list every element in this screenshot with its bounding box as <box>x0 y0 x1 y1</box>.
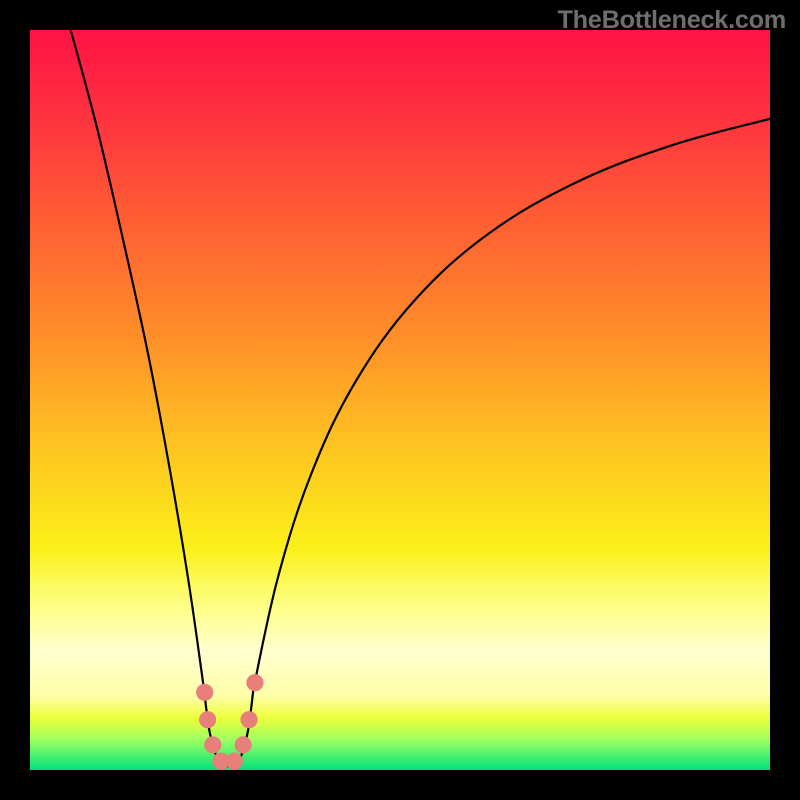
marker-point <box>226 753 242 769</box>
marker-point <box>247 675 263 691</box>
marker-point <box>241 712 257 728</box>
marker-point <box>235 737 251 753</box>
chart-frame: TheBottleneck.com <box>0 0 800 800</box>
marker-point <box>197 684 213 700</box>
marker-point <box>205 737 221 753</box>
plot-area <box>30 30 770 770</box>
curve-right-branch <box>253 119 770 689</box>
marker-point <box>200 712 216 728</box>
scatter-markers <box>197 675 263 769</box>
curve-layer <box>30 30 770 770</box>
curve-left-branch <box>71 30 204 689</box>
